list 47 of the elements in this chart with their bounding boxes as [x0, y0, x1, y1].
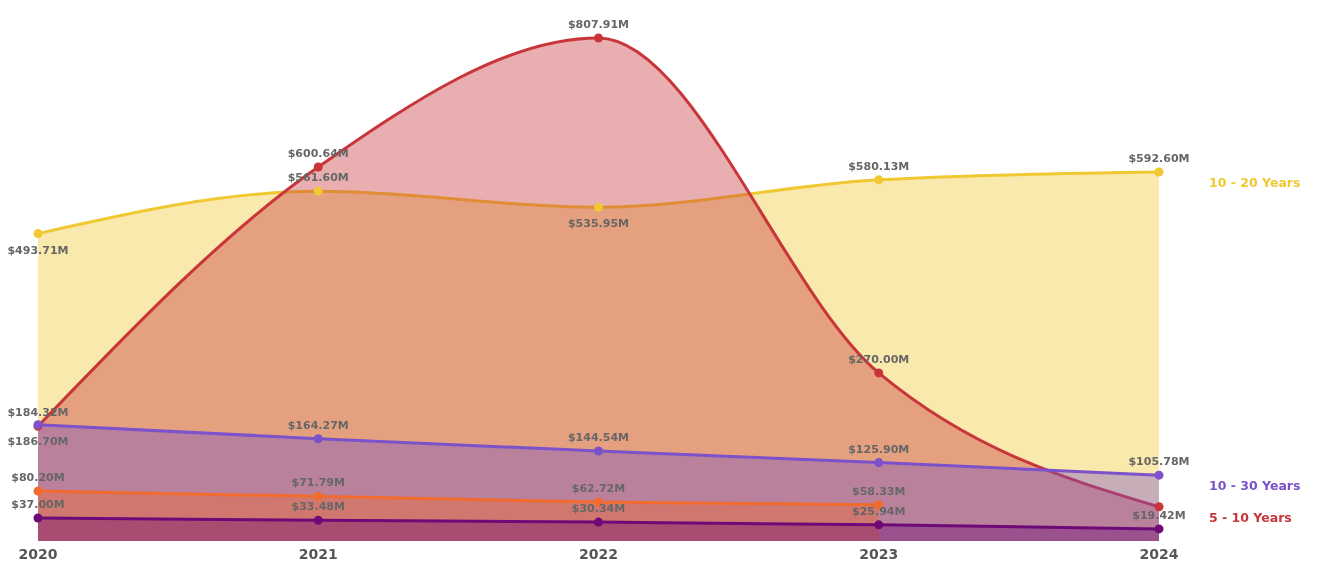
x-tick-label: 2024 — [1139, 545, 1179, 562]
point — [594, 202, 603, 212]
point — [313, 491, 323, 501]
text: 10 - 30 Years — [1209, 478, 1301, 494]
point — [313, 186, 323, 196]
point — [1154, 470, 1164, 480]
data-label: $125.90M — [848, 442, 910, 456]
point — [594, 33, 603, 43]
data-label: $19.42M — [1132, 508, 1186, 522]
point — [874, 520, 884, 530]
data-label: $592.60M — [1128, 152, 1190, 166]
data-label: $144.54M — [567, 431, 630, 445]
data-label: $493.71M — [7, 243, 69, 257]
point — [33, 513, 43, 523]
data-label: $580.13M — [848, 159, 910, 173]
data-label: $62.72M — [571, 481, 626, 495]
data-label: $164.27M — [287, 418, 349, 432]
data-label: $37.00M — [11, 497, 65, 511]
data-label: $30.34M — [571, 502, 626, 516]
data-label: $80.20M — [11, 471, 65, 485]
point — [313, 434, 323, 444]
point — [1154, 524, 1164, 534]
point — [33, 229, 43, 239]
data-label: $71.79M — [291, 476, 345, 490]
point — [313, 162, 323, 172]
data-label: $33.48M — [291, 500, 345, 514]
data-label: $105.78M — [1128, 455, 1190, 469]
x-tick-label: 2021 — [298, 545, 338, 562]
text: 10 - 20 Years — [1209, 175, 1301, 191]
point — [1154, 167, 1164, 177]
point — [874, 458, 884, 468]
data-label: $186.70M — [7, 434, 69, 448]
point — [594, 446, 603, 456]
x-tick-label: 2023 — [859, 545, 899, 562]
data-label: $535.95M — [567, 217, 630, 231]
point — [874, 368, 884, 378]
data-label: $58.33M — [852, 484, 906, 498]
data-label: $807.91M — [567, 18, 630, 31]
data-label: $25.94M — [852, 504, 906, 518]
point — [33, 486, 43, 496]
point — [594, 517, 603, 527]
text: 5 - 10 Years — [1209, 509, 1292, 525]
point — [1154, 502, 1164, 512]
point — [874, 175, 884, 185]
point — [313, 515, 323, 525]
x-tick-label: 2020 — [18, 545, 58, 562]
x-tick-label: 2022 — [579, 545, 618, 562]
